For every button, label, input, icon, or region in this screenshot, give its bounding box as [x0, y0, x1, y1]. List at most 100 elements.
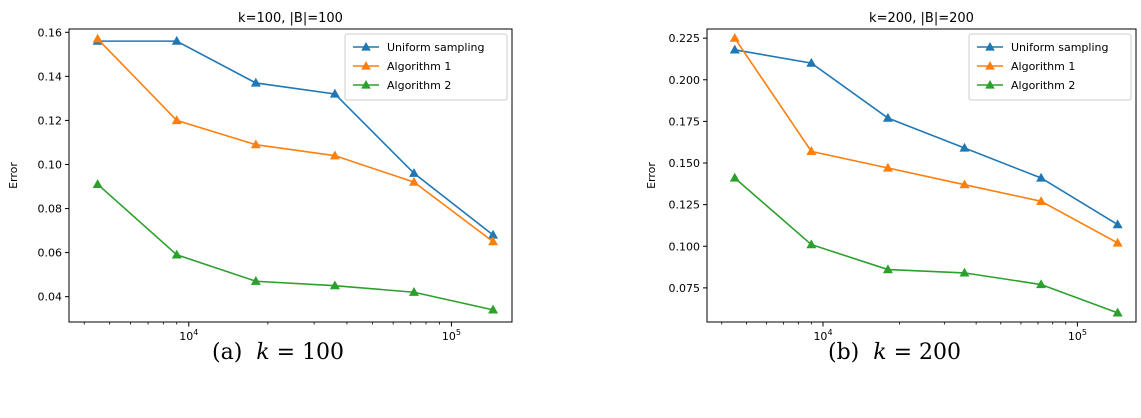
series-3: [729, 172, 1123, 317]
series-line: [97, 183, 494, 311]
legend-marker: [361, 42, 371, 51]
data-point: [1112, 219, 1123, 229]
y-tick-label: 0.125: [669, 199, 701, 212]
series-line: [734, 49, 1119, 226]
data-point: [329, 280, 340, 290]
y-axis-label: Error: [7, 162, 20, 189]
data-point: [1036, 196, 1047, 205]
data-point: [488, 236, 499, 246]
data-point: [729, 44, 740, 54]
data-point: [882, 112, 893, 122]
caption-a-equals: =: [269, 340, 303, 365]
series-1: [729, 44, 1123, 229]
chart-panel-a: k=100, |B|=100 0.04 0.06 0.08 0.10 0.12 0.14 0.…: [0, 0, 570, 418]
caption-b-equals: =: [886, 340, 920, 365]
legend-marker: [361, 61, 371, 70]
x-tick-label: 105: [442, 328, 461, 340]
caption-a: (a) k = 100: [212, 340, 344, 365]
data-point: [882, 162, 893, 172]
legend-marker: [985, 42, 995, 51]
legend-marker: [985, 61, 995, 70]
chart-a: k=100, |B|=100 0.04 0.06 0.08 0.10 0.12 0.14 0.…: [7, 11, 513, 340]
legend-frame: [968, 33, 1132, 101]
data-point: [329, 150, 340, 160]
data-point: [1112, 307, 1123, 317]
caption-b: (b) k = 200: [828, 340, 961, 365]
y-tick-label: 0.12: [38, 114, 63, 127]
data-point: [488, 304, 499, 314]
legend-marker: [985, 80, 995, 89]
series-3: [92, 179, 499, 314]
data-point: [1112, 237, 1123, 247]
data-point: [1036, 279, 1047, 289]
data-point: [171, 35, 182, 45]
data-point: [959, 179, 970, 189]
legend-frame: [344, 33, 508, 101]
plot-frame: [706, 28, 1137, 323]
y-tick-label: 0.14: [38, 70, 63, 83]
y-tick-label: 0.04: [38, 291, 63, 304]
y-tick-label: 0.06: [38, 247, 63, 260]
y-tick-label: 0.16: [38, 26, 63, 39]
legend-entry: Uniform sampling: [1011, 41, 1108, 54]
data-point: [92, 179, 103, 188]
data-point: [959, 142, 970, 152]
data-point: [329, 88, 340, 98]
series-line: [97, 38, 494, 243]
x-tick-label: 104: [813, 328, 832, 340]
x-tick-label: 105: [1068, 328, 1087, 340]
legend-entry: Algorithm 1: [387, 60, 451, 73]
y-tick-label: 0.200: [669, 74, 701, 87]
chart-title: k=200, |B|=200: [869, 11, 974, 26]
legend-entry: Algorithm 1: [1011, 60, 1075, 73]
y-tick-label: 0.175: [669, 115, 701, 128]
caption-a-variable: k: [256, 340, 270, 365]
data-point: [408, 168, 419, 177]
y-tick-label: 0.08: [38, 203, 63, 216]
caption-a-label: (a): [212, 340, 243, 365]
chart-b: k=200, |B|=200 0.075 0.100 0.125 0.150 0.175 0…: [645, 11, 1137, 340]
y-tick-label: 0.075: [669, 282, 701, 295]
data-point: [250, 139, 261, 149]
legend: Uniform sampling Algorithm 1 Algorithm 2: [968, 33, 1132, 101]
plot-frame: [68, 28, 513, 323]
data-point: [92, 33, 103, 43]
data-point: [729, 172, 740, 182]
legend-marker: [361, 80, 371, 89]
data-point: [408, 287, 419, 296]
legend-entry: Uniform sampling: [387, 41, 484, 54]
data-point: [806, 57, 817, 67]
caption-b-value: 200: [919, 340, 962, 365]
data-point: [250, 276, 261, 285]
data-point: [171, 115, 182, 125]
data-point: [488, 229, 499, 239]
data-point: [171, 249, 182, 259]
data-point: [1036, 172, 1047, 182]
caption-b-variable: k: [873, 340, 887, 365]
legend: Uniform sampling Algorithm 1 Algorithm 2: [344, 33, 508, 101]
legend-entry: Algorithm 2: [387, 79, 451, 92]
series-2: [729, 32, 1123, 247]
series-line: [97, 40, 494, 236]
data-point: [806, 239, 817, 249]
y-tick-label: 0.150: [669, 157, 701, 170]
data-point: [882, 264, 893, 274]
data-point: [806, 146, 817, 156]
chart-panel-b: k=200, |B|=200 0.075 0.100 0.125 0.150 0.175 0…: [571, 0, 1141, 418]
chart-title: k=100, |B|=100: [238, 11, 343, 26]
data-point: [250, 77, 261, 87]
caption-b-label: (b): [828, 340, 860, 365]
caption-a-value: 100: [302, 340, 345, 365]
series-2: [92, 33, 499, 246]
data-point: [959, 267, 970, 277]
legend-entry: Algorithm 2: [1011, 79, 1075, 92]
data-point: [408, 176, 419, 186]
y-tick-label: 0.225: [669, 32, 701, 45]
data-point: [729, 32, 740, 42]
series-line: [734, 37, 1119, 244]
x-tick-label: 104: [179, 328, 198, 340]
y-axis-label: Error: [645, 162, 658, 189]
y-tick-label: 0.100: [669, 240, 701, 253]
series-line: [734, 177, 1118, 314]
y-tick-label: 0.10: [38, 158, 63, 171]
